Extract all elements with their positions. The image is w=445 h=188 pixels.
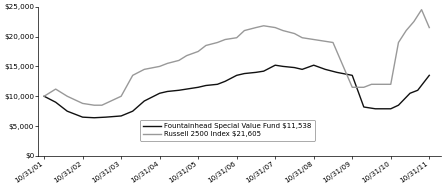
Russell 2500 Index $21,605 <box>92 104 97 106</box>
Russell 2500 Index $21,605 <box>53 88 58 90</box>
Legend: Fountainhead Special Value Fund $11,538, Russell 2500 Index $21,605: Fountainhead Special Value Fund $11,538,… <box>140 120 315 141</box>
Russell 2500 Index $21,605 <box>215 41 220 44</box>
Fountainhead Special Value Fund $11,538 <box>407 92 413 94</box>
Russell 2500 Index $21,605 <box>130 74 135 77</box>
Russell 2500 Index $21,605 <box>311 38 316 41</box>
Line: Fountainhead Special Value Fund $11,538: Fountainhead Special Value Fund $11,538 <box>44 65 429 118</box>
Russell 2500 Index $21,605 <box>118 95 124 97</box>
Russell 2500 Index $21,605 <box>253 27 259 29</box>
Russell 2500 Index $21,605 <box>184 55 189 57</box>
Russell 2500 Index $21,605 <box>176 59 182 61</box>
Fountainhead Special Value Fund $11,538 <box>215 83 220 85</box>
Fountainhead Special Value Fund $11,538 <box>234 74 239 77</box>
Fountainhead Special Value Fund $11,538 <box>176 89 182 91</box>
Fountainhead Special Value Fund $11,538 <box>65 110 70 112</box>
Fountainhead Special Value Fund $11,538 <box>222 80 228 83</box>
Russell 2500 Index $21,605 <box>411 20 417 23</box>
Russell 2500 Index $21,605 <box>99 104 105 106</box>
Russell 2500 Index $21,605 <box>369 83 374 85</box>
Russell 2500 Index $21,605 <box>404 30 409 32</box>
Russell 2500 Index $21,605 <box>427 27 432 29</box>
Fountainhead Special Value Fund $11,538 <box>427 74 432 77</box>
Fountainhead Special Value Fund $11,538 <box>41 95 47 97</box>
Fountainhead Special Value Fund $11,538 <box>92 117 97 119</box>
Fountainhead Special Value Fund $11,538 <box>53 101 58 103</box>
Fountainhead Special Value Fund $11,538 <box>242 72 247 75</box>
Russell 2500 Index $21,605 <box>350 86 355 88</box>
Fountainhead Special Value Fund $11,538 <box>157 92 162 94</box>
Fountainhead Special Value Fund $11,538 <box>311 64 316 66</box>
Russell 2500 Index $21,605 <box>261 25 266 27</box>
Fountainhead Special Value Fund $11,538 <box>372 108 378 110</box>
Fountainhead Special Value Fund $11,538 <box>388 108 393 110</box>
Russell 2500 Index $21,605 <box>65 95 70 97</box>
Fountainhead Special Value Fund $11,538 <box>280 65 286 67</box>
Russell 2500 Index $21,605 <box>299 37 305 39</box>
Russell 2500 Index $21,605 <box>388 83 393 85</box>
Fountainhead Special Value Fund $11,538 <box>103 116 109 118</box>
Russell 2500 Index $21,605 <box>396 41 401 44</box>
Russell 2500 Index $21,605 <box>242 30 247 32</box>
Fountainhead Special Value Fund $11,538 <box>253 71 259 74</box>
Russell 2500 Index $21,605 <box>41 95 47 97</box>
Russell 2500 Index $21,605 <box>361 86 367 88</box>
Fountainhead Special Value Fund $11,538 <box>334 71 340 74</box>
Fountainhead Special Value Fund $11,538 <box>350 74 355 77</box>
Russell 2500 Index $21,605 <box>292 32 297 35</box>
Line: Russell 2500 Index $21,605: Russell 2500 Index $21,605 <box>44 10 429 105</box>
Fountainhead Special Value Fund $11,538 <box>130 110 135 112</box>
Russell 2500 Index $21,605 <box>419 8 424 11</box>
Russell 2500 Index $21,605 <box>222 38 228 41</box>
Fountainhead Special Value Fund $11,538 <box>80 116 85 118</box>
Russell 2500 Index $21,605 <box>323 40 328 42</box>
Russell 2500 Index $21,605 <box>80 102 85 105</box>
Fountainhead Special Value Fund $11,538 <box>396 104 401 106</box>
Fountainhead Special Value Fund $11,538 <box>142 100 147 102</box>
Russell 2500 Index $21,605 <box>165 62 170 64</box>
Fountainhead Special Value Fund $11,538 <box>272 64 278 66</box>
Russell 2500 Index $21,605 <box>234 37 239 39</box>
Fountainhead Special Value Fund $11,538 <box>361 106 367 108</box>
Fountainhead Special Value Fund $11,538 <box>118 115 124 117</box>
Russell 2500 Index $21,605 <box>203 44 209 47</box>
Fountainhead Special Value Fund $11,538 <box>299 68 305 70</box>
Fountainhead Special Value Fund $11,538 <box>415 89 421 91</box>
Fountainhead Special Value Fund $11,538 <box>323 68 328 70</box>
Russell 2500 Index $21,605 <box>157 65 162 67</box>
Russell 2500 Index $21,605 <box>272 27 278 29</box>
Fountainhead Special Value Fund $11,538 <box>203 84 209 87</box>
Russell 2500 Index $21,605 <box>330 41 336 44</box>
Russell 2500 Index $21,605 <box>280 30 286 32</box>
Russell 2500 Index $21,605 <box>195 50 201 53</box>
Fountainhead Special Value Fund $11,538 <box>292 66 297 69</box>
Fountainhead Special Value Fund $11,538 <box>195 86 201 88</box>
Russell 2500 Index $21,605 <box>142 68 147 70</box>
Fountainhead Special Value Fund $11,538 <box>165 90 170 93</box>
Fountainhead Special Value Fund $11,538 <box>261 70 266 72</box>
Fountainhead Special Value Fund $11,538 <box>184 88 189 90</box>
